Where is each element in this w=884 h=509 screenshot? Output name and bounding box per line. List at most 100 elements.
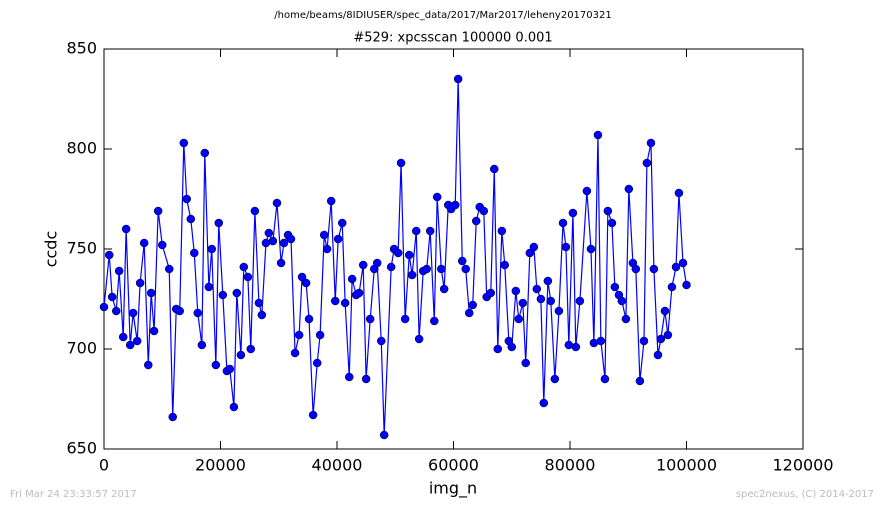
point [457,256,467,266]
point [646,138,656,148]
point [521,358,530,368]
point [186,214,196,224]
point [497,226,507,236]
point [121,224,131,234]
point [135,278,145,288]
point [354,288,364,298]
point [461,264,470,274]
point [297,272,307,282]
point [304,314,314,324]
point [319,230,329,240]
point [624,184,634,194]
point [635,376,645,386]
point [414,334,424,344]
point [511,286,521,296]
point [290,348,300,358]
chart-title: #529: xpcsscan 100000 0.001 [353,31,552,46]
point [536,294,546,304]
point [532,284,542,294]
point [197,340,207,350]
point [104,250,114,260]
point [529,242,539,252]
point [254,298,264,308]
point [337,218,347,228]
point [561,242,571,252]
point [322,244,332,254]
timestamp: Fri Mar 24 23:33:57 2017 [10,489,137,500]
point [107,292,117,302]
point [432,192,442,202]
point [236,350,246,360]
point [347,274,357,284]
point [596,336,606,346]
point [377,336,386,346]
point [607,218,617,228]
point [490,164,499,174]
x-tick-label: 0 [99,456,109,475]
point [225,364,235,374]
point [621,314,631,324]
point [649,264,659,274]
point [207,244,217,254]
point [479,206,489,216]
point [396,158,406,168]
point [99,302,109,312]
point [617,296,627,306]
point [118,332,128,342]
point [268,236,278,246]
x-tick-label: 20000 [195,456,246,475]
point [682,280,691,290]
point [589,338,599,348]
y-axis-label: ccdc [42,231,61,268]
point [550,374,560,384]
point [182,194,191,204]
point [407,270,417,280]
point [193,308,203,318]
point [125,340,135,350]
point [639,336,649,346]
point [315,330,325,340]
point [525,248,535,258]
point [671,262,681,272]
point [586,244,596,254]
x-tick-label: 60000 [428,456,479,475]
x-tick-label: 100000 [656,456,717,475]
point [660,306,670,316]
point [471,216,481,226]
point [411,226,421,236]
point [340,298,350,308]
point [279,238,289,248]
point [425,226,435,236]
point [404,250,414,260]
point [539,398,549,408]
point [453,74,463,84]
point [546,296,556,306]
point [111,306,121,316]
suptitle: /home/beams/8IDIUSER/spec_data/2017/Mar2… [274,10,611,21]
point [603,206,613,216]
point [610,282,620,292]
point [333,234,343,244]
point [663,330,673,340]
point [543,276,553,286]
point [243,272,253,282]
point [204,282,214,292]
point [486,288,496,298]
point [164,264,174,274]
point [286,234,296,244]
point [146,288,156,298]
x-tick-label: 120000 [772,456,833,475]
point [437,264,446,274]
point [246,344,256,354]
point [430,316,439,326]
point [575,296,585,306]
point [294,330,304,340]
point [261,238,271,248]
point [144,360,153,370]
point [372,258,382,268]
point [678,258,688,268]
point [257,310,267,320]
point [558,218,568,228]
x-tick-label: 40000 [312,456,363,475]
